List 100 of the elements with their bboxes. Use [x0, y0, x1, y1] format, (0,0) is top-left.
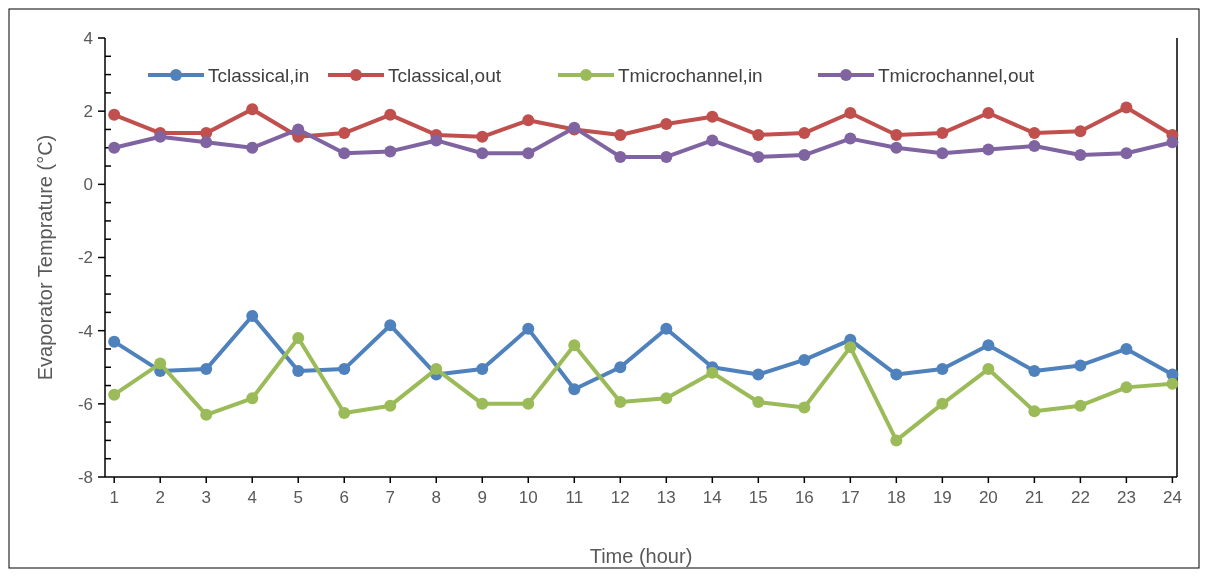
x-tick-label: 10 — [518, 488, 538, 507]
legend-label: Tmicrochannel,out — [878, 64, 1036, 86]
point — [706, 366, 719, 379]
point — [476, 147, 489, 160]
point — [752, 396, 765, 408]
point — [844, 132, 857, 145]
point — [1074, 359, 1087, 372]
point — [108, 108, 121, 121]
point — [476, 363, 489, 376]
point — [292, 123, 305, 136]
point — [384, 108, 397, 121]
point — [338, 363, 351, 376]
point — [614, 361, 627, 374]
y-tick-label: 4 — [83, 28, 93, 48]
point — [522, 114, 535, 127]
point — [936, 397, 949, 410]
y-tick-label: -6 — [77, 394, 93, 414]
x-tick-label: 8 — [431, 488, 441, 507]
point — [798, 149, 811, 162]
point — [1028, 405, 1041, 418]
point — [614, 396, 627, 408]
x-tick-label: 2 — [155, 488, 165, 507]
x-tick-label: 12 — [610, 488, 630, 507]
point — [154, 357, 167, 370]
point — [1120, 147, 1133, 160]
point — [798, 353, 811, 366]
x-tick-label: 7 — [385, 488, 395, 507]
point — [936, 147, 949, 160]
point — [338, 406, 351, 419]
point — [752, 128, 765, 141]
point — [246, 392, 259, 405]
x-tick-label: 3 — [201, 488, 211, 507]
point — [200, 363, 213, 376]
x-tick-label: 13 — [656, 488, 676, 507]
point — [1166, 136, 1179, 149]
point — [614, 128, 627, 141]
x-tick-label: 6 — [339, 488, 349, 507]
point — [936, 127, 949, 140]
x-tick-label: 20 — [978, 488, 998, 507]
point — [522, 397, 535, 410]
point — [1166, 377, 1179, 390]
point — [1120, 381, 1133, 394]
x-tick-label: 11 — [565, 488, 584, 507]
point — [706, 110, 719, 123]
x-tick-label: 21 — [1024, 488, 1044, 507]
y-tick-label: 0 — [83, 175, 93, 195]
point — [108, 141, 121, 154]
point — [936, 363, 949, 376]
point — [660, 150, 673, 163]
x-tick-label: 4 — [247, 488, 257, 507]
point — [1120, 342, 1133, 355]
y-tick-label: 2 — [83, 102, 93, 122]
point — [752, 368, 765, 381]
point — [798, 127, 811, 140]
x-tick-label: 18 — [886, 488, 906, 507]
point — [844, 107, 857, 119]
y-tick-label: -2 — [77, 248, 93, 268]
point — [1028, 364, 1041, 377]
point — [568, 339, 581, 352]
point — [384, 319, 397, 332]
x-tick-label: 23 — [1116, 488, 1136, 507]
legend-label: Tclassical,out — [388, 64, 502, 86]
point — [798, 401, 811, 414]
point — [890, 128, 903, 141]
x-tick-label: 22 — [1070, 488, 1090, 507]
point — [108, 388, 121, 401]
x-tick-label: 17 — [840, 488, 860, 507]
point — [890, 141, 903, 154]
point — [1074, 149, 1087, 162]
y-tick-label: -4 — [77, 321, 93, 341]
point — [1120, 101, 1133, 114]
point — [338, 147, 351, 160]
x-tick-label: 24 — [1162, 488, 1182, 507]
point — [568, 383, 581, 396]
point — [200, 136, 213, 149]
point — [384, 399, 397, 412]
x-tick-label: 15 — [748, 488, 768, 507]
x-axis-title: Time (hour) — [589, 545, 693, 567]
point — [292, 331, 305, 344]
legend-label: Tclassical,in — [208, 64, 310, 86]
point — [200, 408, 213, 421]
x-tick-label: 5 — [293, 488, 303, 507]
y-axis-title: Evaporator Temprature (°C) — [34, 134, 56, 381]
point — [292, 364, 305, 377]
y-tick-label: -8 — [77, 467, 93, 487]
point — [246, 103, 259, 116]
point — [660, 322, 673, 335]
point — [982, 143, 995, 156]
point — [982, 363, 995, 376]
x-tick-label: 19 — [932, 488, 952, 507]
point — [844, 341, 857, 354]
point — [384, 145, 397, 158]
legend-label: Tmicrochannel,in — [618, 64, 763, 86]
point — [108, 335, 121, 348]
point — [982, 107, 995, 119]
point — [522, 147, 535, 160]
point — [890, 368, 903, 381]
x-tick-label: 14 — [702, 488, 722, 507]
point — [614, 150, 627, 163]
point — [522, 322, 535, 335]
